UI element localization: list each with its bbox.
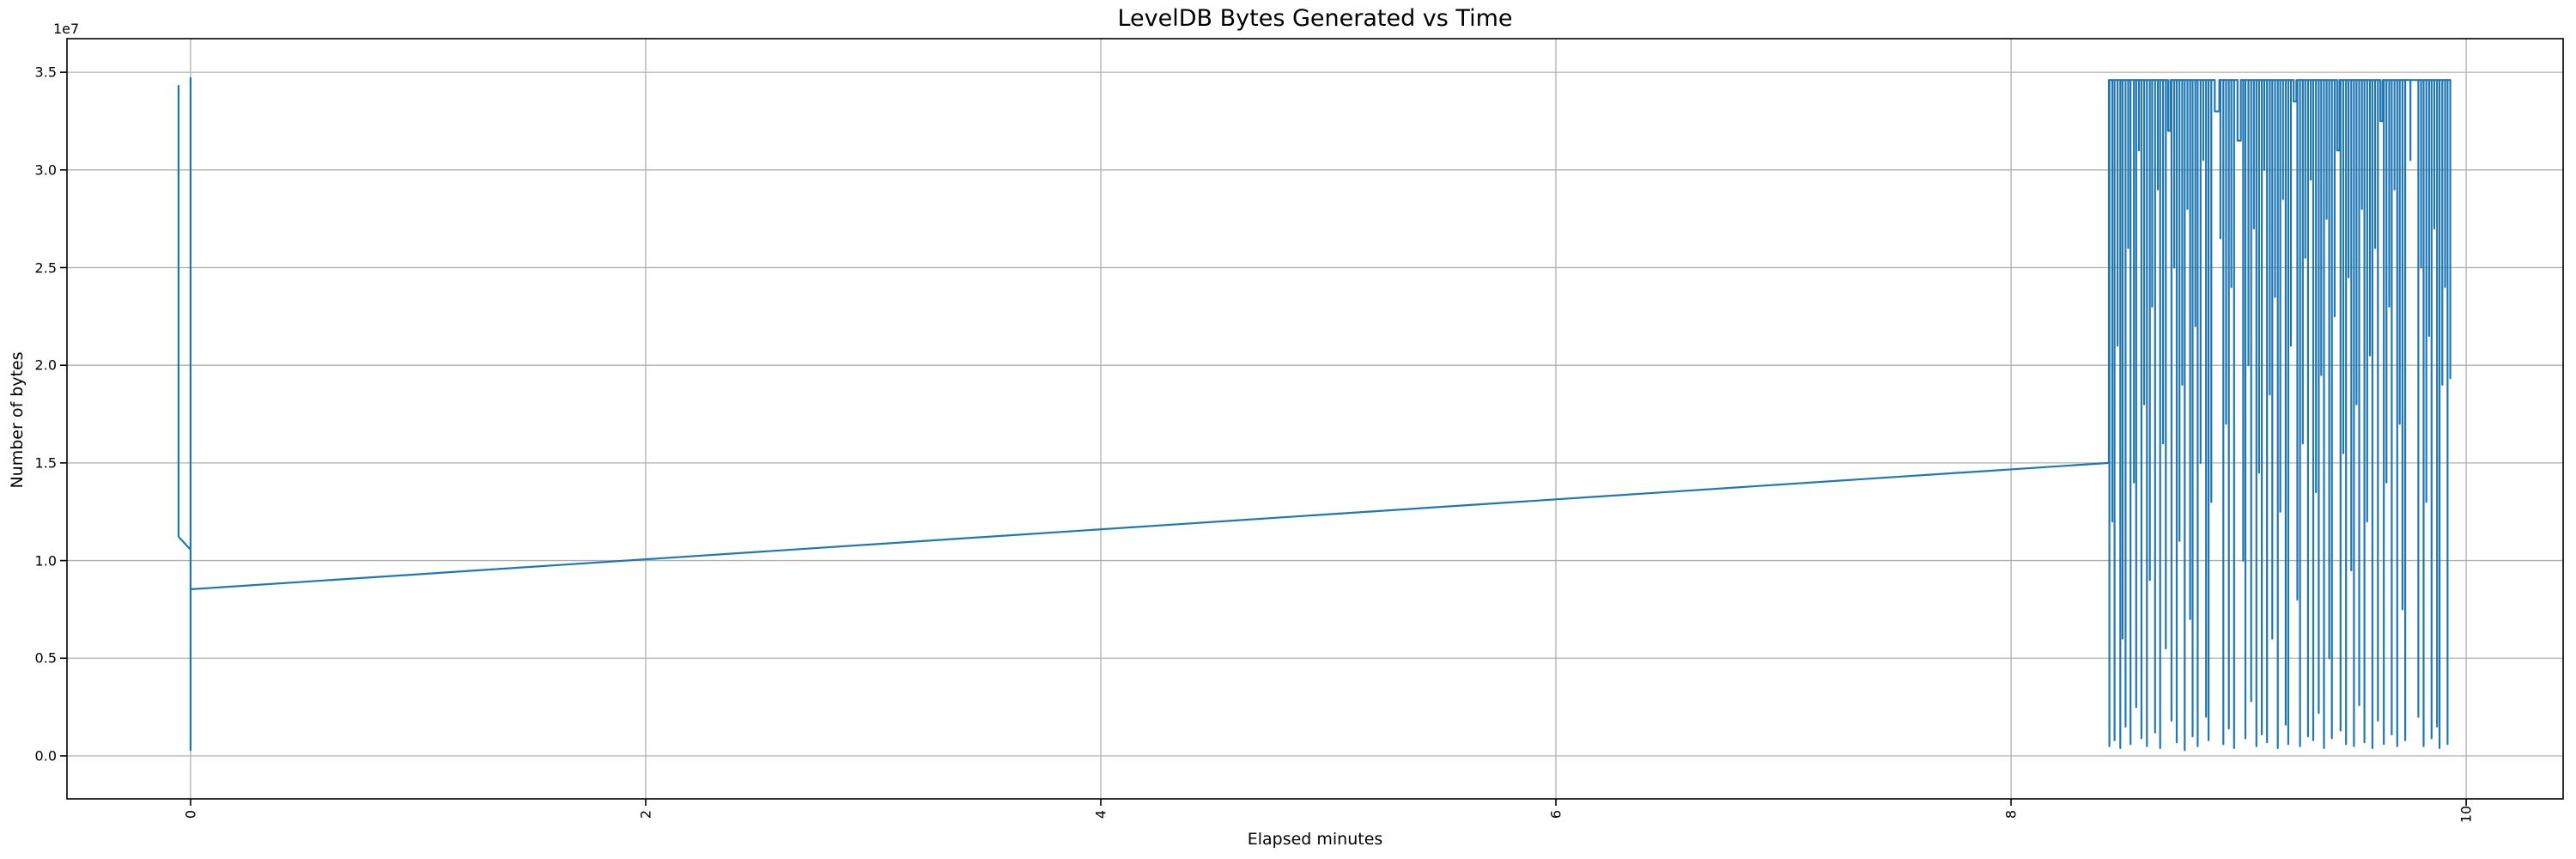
x-tick-label: 6 (1547, 809, 1564, 819)
y-tick-label: 3.5 (34, 64, 57, 81)
x-axis-label: Elapsed minutes (1247, 830, 1383, 849)
y-axis-offset-text: 1e7 (53, 21, 80, 37)
y-tick-label: 3.0 (34, 161, 57, 179)
y-tick-label: 0.5 (34, 649, 57, 667)
y-tick-label: 0.0 (34, 747, 57, 765)
data-line (177, 76, 2451, 752)
y-tick-label: 1.5 (34, 454, 57, 472)
x-tick-label: 10 (2458, 805, 2475, 824)
x-tick-label: 8 (2002, 809, 2020, 819)
grid-lines (67, 39, 2563, 799)
x-tick-label: 4 (1092, 809, 1109, 819)
axis-tick-marks (60, 71, 2467, 806)
y-axis-label: Number of bytes (8, 351, 27, 489)
y-tick-label: 1.0 (34, 552, 57, 570)
y-tick-label: 2.5 (34, 259, 57, 276)
x-tick-label: 0 (182, 809, 199, 819)
plot-border (66, 38, 2564, 800)
x-tick-label: 2 (637, 809, 654, 819)
chart-title: LevelDB Bytes Generated vs Time (1117, 5, 1513, 32)
y-tick-label: 2.0 (34, 356, 57, 374)
